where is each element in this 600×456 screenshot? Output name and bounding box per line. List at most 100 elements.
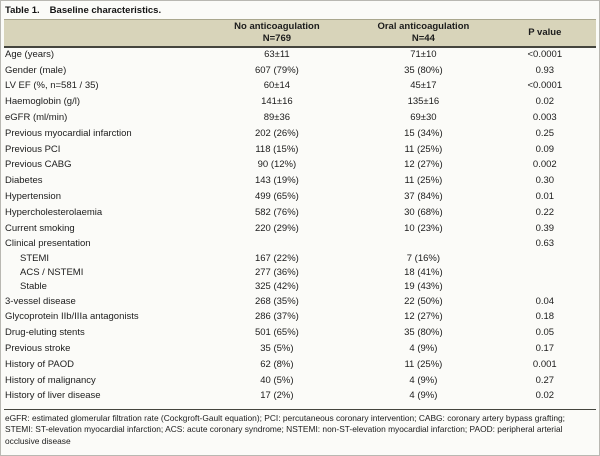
header-spacer-cell	[4, 19, 201, 48]
row-label: STEMI	[20, 253, 50, 265]
row-label: Glycoprotein IIb/IIIa antagonists	[5, 311, 139, 323]
row-label: Drug-eluting stents	[5, 327, 85, 339]
cell-p-value: 0.02	[535, 390, 555, 402]
cell-no-anticoagulation: 325 (42%)	[254, 280, 299, 292]
cell-oral-anticoagulation: 4 (9%)	[409, 343, 438, 355]
cell-no-anticoagulation: 277 (36%)	[254, 267, 299, 279]
row-label: Age (years)	[5, 49, 55, 61]
cell-p-value: 0.93	[535, 64, 555, 76]
cell-oral-anticoagulation: 19 (43%)	[404, 280, 443, 292]
cell-oral-anticoagulation: 30 (68%)	[404, 206, 443, 218]
cell-p-value: 0.002	[532, 159, 557, 171]
cell-p-value: 0.02	[535, 96, 555, 108]
table-row: Previous PCI 118 (15%) 11 (25%) 0.09	[4, 141, 596, 157]
cell-no-anticoagulation: 63±11	[264, 49, 290, 61]
table-row: Age (years) 63±11 71±10 <0.0001	[4, 47, 596, 63]
cell-no-anticoagulation: 62 (8%)	[260, 358, 294, 370]
cell-no-anticoagulation: 141±16	[261, 96, 293, 108]
cell-no-anticoagulation	[201, 236, 354, 252]
row-label: Gender (male)	[5, 64, 67, 76]
cell-no-anticoagulation: 501 (65%)	[254, 327, 299, 339]
table-row: 3-vessel disease 268 (35%) 22 (50%) 0.04	[4, 293, 596, 309]
row-label: Hypercholesterolaemia	[5, 206, 103, 218]
cell-p-value: 0.63	[535, 238, 555, 250]
row-label: Haemoglobin (g/l)	[5, 96, 80, 108]
table-row: Previous stroke 35 (5%) 4 (9%) 0.17	[4, 341, 596, 357]
cell-p-value: 0.27	[535, 374, 555, 386]
cell-oral-anticoagulation: 18 (41%)	[404, 267, 443, 279]
row-label: Stable	[20, 280, 47, 292]
table-row: Previous myocardial infarction 202 (26%) 1…	[4, 125, 596, 141]
row-label: Previous CABG	[5, 159, 72, 171]
row-label: eGFR (ml/min)	[5, 112, 68, 124]
cell-no-anticoagulation: 143 (19%)	[254, 175, 299, 187]
table-row: History of liver disease 17 (2%) 4 (9%) 0.0…	[4, 388, 596, 404]
cell-oral-anticoagulation: 11 (25%)	[404, 143, 443, 155]
table-row: LV EF (%, n=581 / 35) 60±14 45±17 <0.0001	[4, 78, 596, 94]
cell-oral-anticoagulation: 7 (16%)	[406, 253, 441, 265]
cell-oral-anticoagulation: 11 (25%)	[404, 175, 443, 187]
cell-no-anticoagulation: 202 (26%)	[254, 127, 299, 139]
row-label: History of liver disease	[5, 390, 101, 402]
table-row: Haemoglobin (g/l) 141±16 135±16 0.02	[4, 94, 596, 110]
table-title: Table 1. Baseline characteristics.	[4, 3, 596, 19]
cell-p-value: 0.25	[535, 127, 555, 139]
column-header-label: Oral anticoagulation	[377, 21, 470, 33]
column-header-oral-anticoagulation: Oral anticoagulation N=44	[353, 19, 494, 48]
cell-oral-anticoagulation: 15 (34%)	[404, 127, 443, 139]
cell-no-anticoagulation: 35 (5%)	[260, 343, 294, 355]
cell-oral-anticoagulation: 37 (84%)	[404, 191, 443, 203]
cell-oral-anticoagulation: 10 (23%)	[404, 222, 443, 234]
cell-oral-anticoagulation: 35 (80%)	[404, 64, 443, 76]
row-label: Previous stroke	[5, 343, 71, 355]
cell-no-anticoagulation: 17 (2%)	[260, 390, 294, 402]
table-row: Glycoprotein IIb/IIIa antagonists 286 (37…	[4, 309, 596, 325]
cell-p-value: 0.04	[535, 295, 555, 307]
cell-no-anticoagulation: 40 (5%)	[260, 374, 294, 386]
table-row: Gender (male) 607 (79%) 35 (80%) 0.93	[4, 62, 596, 78]
cell-p-value: 0.01	[535, 191, 555, 203]
cell-no-anticoagulation: 286 (37%)	[254, 311, 299, 323]
table-footnote: eGFR: estimated glomerular filtration ra…	[4, 408, 596, 448]
table-row: Clinical presentation 0.63	[4, 236, 596, 252]
cell-oral-anticoagulation: 71±10	[410, 49, 437, 61]
cell-p-value	[494, 252, 596, 266]
column-header-p-value: P value	[493, 19, 596, 48]
cell-oral-anticoagulation: 12 (27%)	[404, 159, 443, 171]
cell-p-value: 0.39	[535, 222, 555, 234]
table-row: ACS / NSTEMI 277 (36%) 18 (41%)	[4, 266, 596, 280]
table-number: Table 1.	[5, 5, 40, 16]
row-label: LV EF (%, n=581 / 35)	[5, 80, 99, 92]
table-body: Age (years) 63±11 71±10 <0.0001 Gender (male…	[4, 47, 596, 404]
table-row: Stable 325 (42%) 19 (43%)	[4, 279, 596, 293]
cell-p-value: 0.09	[535, 143, 555, 155]
cell-no-anticoagulation: 60±14	[263, 80, 291, 92]
column-header-n: N=769	[262, 32, 292, 44]
row-label: Previous myocardial infarction	[5, 127, 132, 139]
column-header-no-anticoagulation: No anticoagulation N=769	[200, 19, 354, 48]
row-label: Clinical presentation	[5, 238, 91, 250]
cell-no-anticoagulation: 89±36	[263, 112, 291, 124]
row-label: History of PAOD	[5, 358, 74, 370]
cell-no-anticoagulation: 118 (15%)	[255, 143, 299, 155]
table-row: History of PAOD 62 (8%) 11 (25%) 0.001	[4, 356, 596, 372]
table-header: No anticoagulation N=769 Oral anticoagul…	[4, 19, 596, 48]
column-header-label: P value	[528, 27, 562, 38]
table-row: eGFR (ml/min) 89±36 69±30 0.003	[4, 110, 596, 126]
row-label: Hypertension	[5, 191, 61, 203]
cell-oral-anticoagulation: 135±16	[407, 96, 440, 108]
cell-no-anticoagulation: 167 (22%)	[254, 253, 299, 265]
table-row: Hypertension 499 (65%) 37 (84%) 0.01	[4, 189, 596, 205]
table-row: Current smoking 220 (29%) 10 (23%) 0.39	[4, 220, 596, 236]
table-row: Previous CABG 90 (12%) 12 (27%) 0.002	[4, 157, 596, 173]
row-label: Current smoking	[5, 222, 75, 234]
cell-oral-anticoagulation: 45±17	[410, 80, 437, 92]
cell-no-anticoagulation: 607 (79%)	[254, 64, 299, 76]
cell-oral-anticoagulation: 22 (50%)	[404, 295, 443, 307]
row-label: History of malignancy	[5, 374, 96, 386]
table-row: History of malignancy 40 (5%) 4 (9%) 0.27	[4, 372, 596, 388]
row-label: Previous PCI	[5, 143, 61, 155]
column-header-label: No anticoagulation	[234, 21, 320, 33]
cell-oral-anticoagulation: 12 (27%)	[404, 311, 443, 323]
